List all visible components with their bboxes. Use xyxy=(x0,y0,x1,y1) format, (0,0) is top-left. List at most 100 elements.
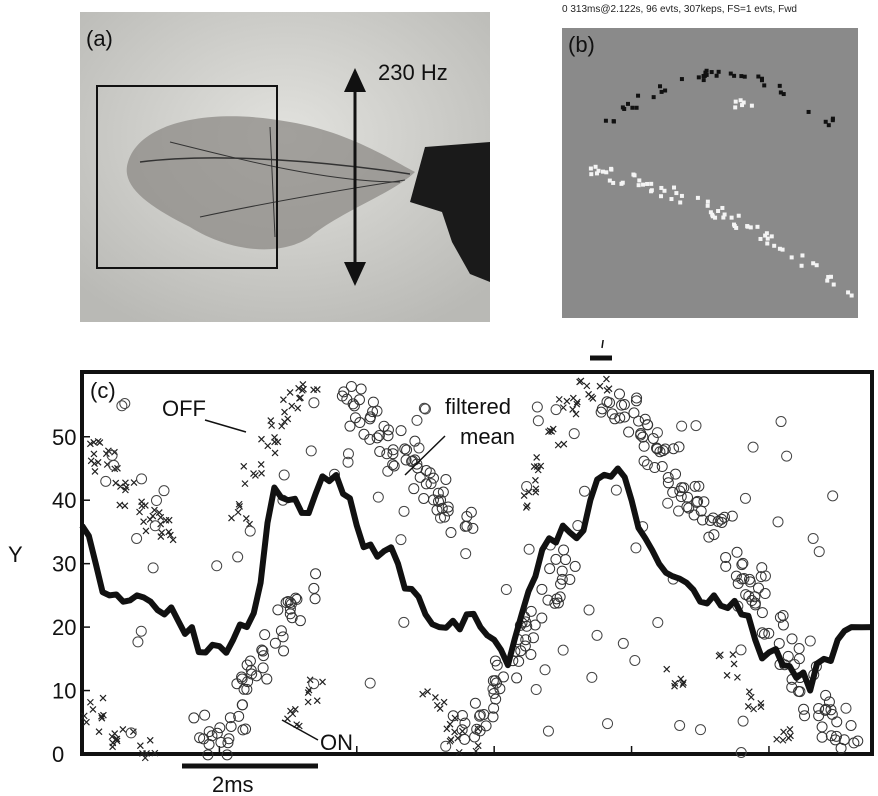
on-event-point xyxy=(813,710,825,722)
off-event-point xyxy=(589,395,597,402)
off-event-point xyxy=(573,400,581,408)
on-event-point xyxy=(623,426,635,438)
on-event-point xyxy=(749,591,761,603)
off-event-dot xyxy=(630,105,635,110)
off-event-dot xyxy=(626,101,631,106)
on-event-point xyxy=(676,482,688,494)
on-event-dot xyxy=(678,200,683,205)
off-event-dot xyxy=(704,72,709,77)
on-event-point xyxy=(716,516,728,528)
annotation-on-arrow xyxy=(281,719,319,741)
off-event-dot xyxy=(716,69,721,74)
off-event-point xyxy=(554,441,562,449)
off-event-dot xyxy=(709,70,714,75)
on-event-dot xyxy=(641,182,646,187)
on-event-point xyxy=(675,491,687,503)
on-event-point xyxy=(759,628,771,640)
on-event-dot xyxy=(596,168,601,173)
on-event-point xyxy=(531,401,543,413)
off-event-point xyxy=(744,703,752,710)
on-event-dot xyxy=(846,290,851,295)
on-event-point xyxy=(693,480,705,492)
off-event-point xyxy=(563,397,571,405)
on-event-point xyxy=(367,396,379,408)
on-event-point xyxy=(749,597,761,609)
off-event-point xyxy=(786,725,794,733)
on-event-point xyxy=(519,640,531,652)
off-event-point xyxy=(279,396,287,404)
on-event-point xyxy=(233,710,245,722)
on-event-point xyxy=(257,662,269,674)
off-event-point xyxy=(235,500,243,508)
on-event-dot xyxy=(636,183,641,188)
on-event-point xyxy=(569,560,581,572)
off-event-point xyxy=(451,728,459,736)
on-event-point xyxy=(523,543,535,555)
on-event-point xyxy=(731,546,743,558)
off-event-point xyxy=(294,404,302,412)
off-event-point xyxy=(298,386,306,394)
off-event-point xyxy=(533,454,541,461)
off-event-point xyxy=(583,382,591,390)
on-event-point xyxy=(291,593,303,605)
on-event-point xyxy=(241,659,253,671)
on-event-point xyxy=(651,427,663,439)
off-event-point xyxy=(730,660,738,668)
on-event-point xyxy=(532,415,544,427)
on-event-point xyxy=(418,402,430,414)
on-event-point xyxy=(116,400,128,412)
on-event-point xyxy=(656,461,668,473)
on-event-dot xyxy=(736,213,741,218)
off-event-dot xyxy=(759,78,764,83)
on-event-point xyxy=(100,475,112,487)
off-event-point xyxy=(304,698,312,706)
on-event-point xyxy=(206,730,218,742)
on-event-point xyxy=(224,712,236,724)
off-event-point xyxy=(545,428,552,436)
off-event-point xyxy=(157,533,165,541)
event-frame-svg xyxy=(588,68,854,298)
wing-holder xyxy=(410,142,490,282)
off-event-point xyxy=(281,418,288,426)
on-event-point xyxy=(125,727,137,739)
on-event-dot xyxy=(758,236,763,241)
off-event-point xyxy=(162,516,170,524)
on-event-point xyxy=(439,511,451,523)
on-event-dot xyxy=(755,224,760,229)
on-event-dot xyxy=(705,203,710,208)
panel-a-label: (a) xyxy=(86,26,113,51)
off-event-point xyxy=(455,748,463,756)
on-event-point xyxy=(474,709,486,721)
off-event-point xyxy=(313,697,321,705)
time-window-arrow xyxy=(601,340,604,349)
on-event-dot xyxy=(777,246,782,251)
on-event-point xyxy=(490,693,502,705)
panel-c-chart: 0 10 20 30 40 50 (c) Y OFF filtered mean ON 2… xyxy=(8,340,874,796)
on-event-point xyxy=(690,420,702,432)
on-event-point xyxy=(525,605,537,617)
on-event-point xyxy=(275,625,287,637)
off-event-dot xyxy=(823,119,828,124)
off-event-point xyxy=(91,460,98,468)
on-event-point xyxy=(539,664,551,676)
on-event-point xyxy=(525,648,537,660)
on-event-point xyxy=(345,380,357,392)
off-event-point xyxy=(151,506,158,514)
off-event-point xyxy=(157,513,165,521)
on-event-point xyxy=(308,582,320,594)
on-event-point xyxy=(668,443,680,455)
on-event-point xyxy=(382,465,394,477)
off-event-point xyxy=(284,715,291,723)
on-event-point xyxy=(759,570,771,582)
off-event-dot xyxy=(826,123,831,128)
off-event-point xyxy=(319,678,326,686)
panel-c-label: (c) xyxy=(90,378,116,403)
on-event-point xyxy=(786,681,798,693)
off-event-point xyxy=(663,665,671,673)
off-event-dot xyxy=(742,74,747,79)
on-event-point xyxy=(755,571,767,583)
on-event-point xyxy=(294,615,306,627)
on-event-point xyxy=(432,487,444,499)
off-event-point xyxy=(446,737,454,745)
annotation-mean-arrow xyxy=(404,435,446,476)
